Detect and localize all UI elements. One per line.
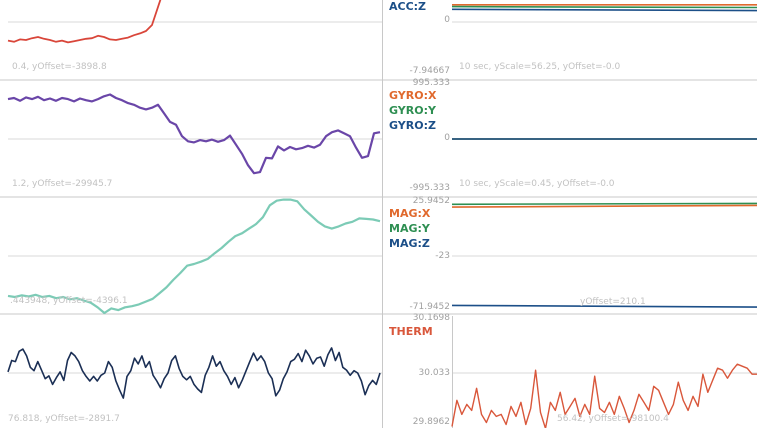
mag-x-label: MAG:X: [389, 207, 431, 220]
therm-right-trace: [451, 363, 757, 428]
therm-label: THERM: [389, 325, 433, 338]
gyro-left-info: 1.2, yOffset=-29945.7: [12, 179, 113, 189]
mag-right-info: yOffset=210.1: [580, 297, 646, 307]
acc-right-trace-2: [451, 8, 757, 12]
mag-tick-mid: -23: [435, 251, 450, 261]
mag-tick-bottom: -71.9452: [409, 302, 450, 312]
mag-left-info: .443948, yOffset=-4396.1: [10, 296, 128, 306]
acc-tick-mid: 0: [444, 15, 450, 25]
mag-right-trace-2: [451, 304, 757, 308]
acc-z-label: ACC:Z: [389, 0, 427, 13]
gyro-tick-mid: 0: [444, 133, 450, 143]
mag-left-trace: [7, 198, 381, 315]
therm-left-trace: [7, 347, 381, 399]
gyro-right-info: 10 sec, yScale=0.45, yOffset=-0.0: [459, 179, 615, 189]
therm-tick-top: 30.1698: [412, 313, 450, 323]
mag-y-label: MAG:Y: [389, 222, 430, 235]
gyro-tick-top: 995.333: [412, 78, 450, 88]
mag-tick-top: 25.9452: [412, 196, 450, 206]
therm-tick-mid: 30.033: [418, 368, 451, 378]
gyro-left-trace: [7, 93, 381, 175]
gyro-y-label: GYRO:Y: [389, 104, 436, 117]
therm-tick-bottom: 29.8962: [412, 417, 450, 427]
acc-right-info: 10 sec, yScale=56.25, yOffset=-0.0: [459, 62, 621, 72]
mag-right-trace-1: [451, 202, 757, 206]
mag-right-trace-0: [451, 204, 757, 208]
acc-left-info: 0.4, yOffset=-3898.8: [12, 62, 107, 72]
therm-left-info: 76.818, yOffset=-2891.7: [8, 414, 120, 424]
therm-right-info: 56.42, yOffset=-98100.4: [557, 414, 669, 424]
gyro-x-label: GYRO:X: [389, 89, 437, 102]
acc-tick-bottom: -7.94667: [409, 66, 450, 76]
acc-right-trace-1: [451, 5, 757, 9]
gyro-z-label: GYRO:Z: [389, 119, 436, 132]
gyro-tick-bottom: -995.333: [409, 183, 450, 193]
mag-z-label: MAG:Z: [389, 237, 430, 250]
acc-left-trace: [7, 0, 162, 44]
